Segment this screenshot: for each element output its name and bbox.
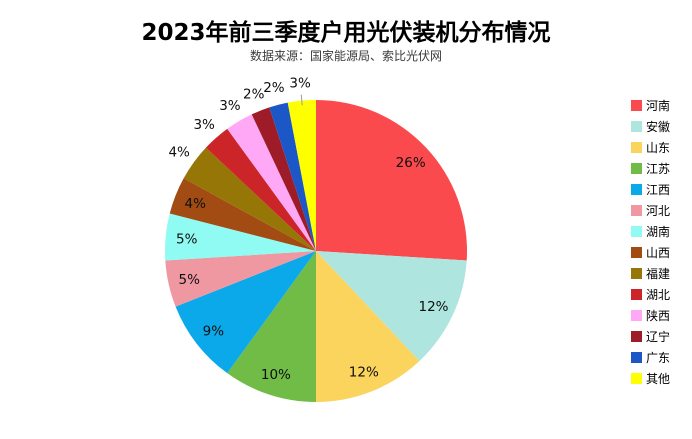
legend-swatch-icon bbox=[631, 184, 642, 195]
legend-label: 山东 bbox=[646, 141, 671, 155]
legend-item-7[interactable]: 湖南 bbox=[631, 221, 670, 242]
legend-label: 陕西 bbox=[646, 309, 671, 323]
legend-item-14[interactable]: 其他 bbox=[631, 368, 670, 389]
legend-swatch-icon bbox=[631, 205, 642, 216]
legend-swatch-icon bbox=[631, 331, 642, 342]
legend-swatch-icon bbox=[631, 121, 642, 132]
legend-item-4[interactable]: 江苏 bbox=[631, 158, 670, 179]
legend-item-11[interactable]: 陕西 bbox=[631, 305, 670, 326]
pie-slice-12[interactable] bbox=[251, 107, 316, 251]
pie-slice-13[interactable] bbox=[269, 102, 316, 251]
legend-item-8[interactable]: 山西 bbox=[631, 242, 670, 263]
legend-swatch-icon bbox=[631, 310, 642, 321]
legend-item-5[interactable]: 江西 bbox=[631, 179, 670, 200]
pie-slice-7[interactable] bbox=[165, 213, 316, 261]
pie-slice-4[interactable] bbox=[227, 251, 316, 402]
pie-label-11: 3% bbox=[219, 98, 241, 114]
legend-swatch-icon bbox=[631, 247, 642, 258]
legend-label: 江苏 bbox=[646, 162, 671, 176]
chart-title: 2023年前三季度户用光伏装机分布情况 bbox=[141, 20, 551, 46]
pie-slice-1[interactable] bbox=[316, 100, 467, 261]
legend-swatch-icon bbox=[631, 268, 642, 279]
legend-item-10[interactable]: 湖北 bbox=[631, 284, 670, 305]
legend-item-13[interactable]: 广东 bbox=[631, 347, 670, 368]
pie-slice-5[interactable] bbox=[175, 251, 316, 374]
pie-slice-10[interactable] bbox=[205, 128, 316, 251]
pie-label-2: 12% bbox=[418, 299, 448, 315]
legend-label: 河南 bbox=[646, 99, 671, 113]
pie-slice-9[interactable] bbox=[183, 147, 316, 251]
legend: 河南安徽山东江苏江西河北湖南山西福建湖北陕西辽宁广东其他 bbox=[631, 95, 670, 389]
pie-slice-11[interactable] bbox=[227, 114, 316, 252]
pie-label-8: 4% bbox=[185, 196, 207, 212]
legend-label: 江西 bbox=[646, 183, 671, 197]
pie-label-10: 3% bbox=[193, 117, 215, 133]
legend-label: 福建 bbox=[646, 267, 671, 281]
pie-label-4: 10% bbox=[261, 367, 291, 383]
legend-swatch-icon bbox=[631, 163, 642, 174]
legend-item-2[interactable]: 安徽 bbox=[631, 116, 670, 137]
legend-label: 广东 bbox=[646, 351, 671, 365]
legend-swatch-icon bbox=[631, 142, 642, 153]
legend-swatch-icon bbox=[631, 289, 642, 300]
legend-item-9[interactable]: 福建 bbox=[631, 263, 670, 284]
legend-item-6[interactable]: 河北 bbox=[631, 200, 670, 221]
legend-label: 湖南 bbox=[646, 225, 671, 239]
legend-label: 河北 bbox=[646, 204, 671, 218]
pie-label-6: 5% bbox=[179, 272, 201, 288]
legend-item-1[interactable]: 河南 bbox=[631, 95, 670, 116]
pie-slice-2[interactable] bbox=[316, 251, 467, 362]
pie-label-5: 9% bbox=[203, 323, 225, 339]
legend-label: 湖北 bbox=[646, 288, 671, 302]
legend-item-3[interactable]: 山东 bbox=[631, 137, 670, 158]
legend-swatch-icon bbox=[631, 352, 642, 363]
pie-label-3: 12% bbox=[349, 364, 379, 380]
label-leader-line bbox=[300, 94, 303, 106]
pie-slice-6[interactable] bbox=[165, 251, 316, 307]
pie-label-1: 26% bbox=[396, 155, 426, 171]
legend-label: 山西 bbox=[646, 246, 671, 260]
legend-item-12[interactable]: 辽宁 bbox=[631, 326, 670, 347]
legend-swatch-icon bbox=[631, 373, 642, 384]
pie-label-9: 4% bbox=[168, 144, 190, 160]
pie-slice-14[interactable] bbox=[287, 100, 316, 251]
legend-label: 其他 bbox=[646, 372, 671, 386]
legend-swatch-icon bbox=[631, 226, 642, 237]
pie-label-12: 2% bbox=[243, 86, 265, 102]
legend-label: 辽宁 bbox=[646, 330, 671, 344]
pie-label-14: 3% bbox=[289, 75, 311, 91]
legend-swatch-icon bbox=[631, 100, 642, 111]
chart-subtitle: 数据来源：国家能源局、索比光伏网 bbox=[249, 49, 442, 63]
pie-label-13: 2% bbox=[263, 80, 285, 96]
pie-slice-3[interactable] bbox=[316, 251, 420, 402]
pie-label-7: 5% bbox=[176, 232, 198, 248]
legend-label: 安徽 bbox=[646, 120, 671, 134]
pie-slice-8[interactable] bbox=[169, 178, 316, 251]
